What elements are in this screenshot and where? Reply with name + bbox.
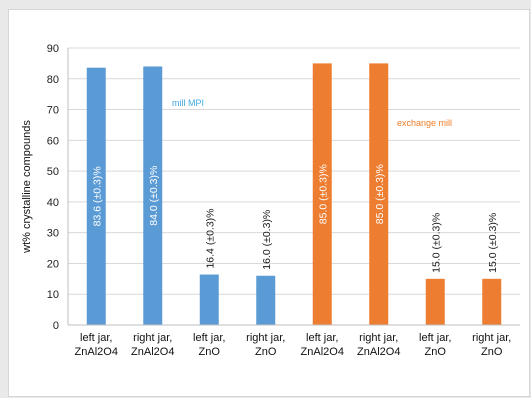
y-tick-label: 30 <box>47 228 59 240</box>
x-tick-label: left jar, <box>419 332 451 344</box>
data-label: 83.6 (±0.3)% <box>91 166 103 226</box>
bar <box>256 275 276 325</box>
x-tick-label: ZnAl2O4 <box>75 346 118 358</box>
x-tick-label: ZnO <box>481 346 503 358</box>
x-tick-label: ZnAl2O4 <box>131 346 174 358</box>
y-tick-label: 60 <box>47 135 59 147</box>
y-tick-label: 20 <box>47 258 59 270</box>
x-tick-label: ZnAl2O4 <box>301 346 344 358</box>
x-tick-label: left jar, <box>80 332 112 344</box>
x-tick-label: right jar, <box>133 332 172 344</box>
y-tick-label: 90 <box>47 43 59 55</box>
y-tick-label: 10 <box>47 289 59 301</box>
y-axis-label: wt% crystalline compounds <box>21 120 33 254</box>
bar <box>199 274 219 325</box>
x-tick-label: ZnO <box>425 346 447 358</box>
y-tick-label: 40 <box>47 197 59 209</box>
y-tick-label: 0 <box>53 320 59 332</box>
data-label: 16.0 (±0.3)% <box>261 210 273 270</box>
x-tick-label: ZnO <box>199 346 221 358</box>
gridlines <box>68 47 520 295</box>
data-label: 84.0 (±0.3)% <box>148 166 160 226</box>
annotation-exchange-mill: exchange mill <box>397 118 452 128</box>
data-label: 15.0 (±0.3)% <box>487 213 499 273</box>
axes: 0 10 20 30 40 50 60 70 80 90 left jar, ZnAl2O4 right… <box>47 43 520 358</box>
bars: 83.6 (±0.3)% 84.0 (±0.3)% 16.4 (±0.3)% 16.0… <box>86 63 502 326</box>
y-tick-label: 70 <box>47 105 59 117</box>
bar <box>482 278 502 325</box>
x-tick-label: ZnAl2O4 <box>357 346 400 358</box>
data-label: 85.0 (±0.3)% <box>317 164 329 224</box>
x-tick-label: right jar, <box>472 332 511 344</box>
bar <box>312 63 332 326</box>
data-label: 85.0 (±0.3)% <box>374 164 386 224</box>
x-tick-label: right jar, <box>359 332 398 344</box>
x-tick-label: right jar, <box>246 332 285 344</box>
y-tick-label: 50 <box>47 166 59 178</box>
y-tick-label: 80 <box>47 74 59 86</box>
x-tick-label: left jar, <box>193 332 225 344</box>
bar <box>143 66 163 325</box>
data-label: 15.0 (±0.3)% <box>430 213 442 273</box>
bar <box>86 67 106 325</box>
x-tick-label: left jar, <box>306 332 338 344</box>
data-label: 16.4 (±0.3)% <box>204 209 216 269</box>
x-tick-label: ZnO <box>255 346 277 358</box>
annotation-mill-mpi: mill MPI <box>172 98 204 108</box>
bar <box>369 63 389 326</box>
bar <box>425 278 445 325</box>
